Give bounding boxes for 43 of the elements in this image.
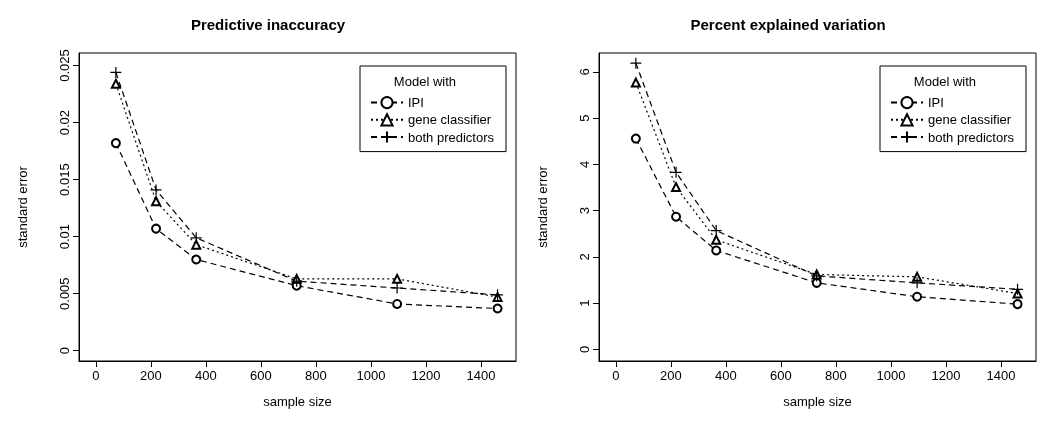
x-tick-label: 1400 <box>466 368 496 383</box>
x-tick-label: 200 <box>659 368 682 383</box>
y-tick-label: 3 <box>577 207 592 215</box>
x-tick-label: 800 <box>305 368 327 383</box>
x-tick-label: 1200 <box>931 368 961 383</box>
y-tick-label: 2 <box>577 253 592 261</box>
y-tick-label: 0.01 <box>57 224 72 250</box>
y-tick-label: 0.025 <box>57 49 72 82</box>
legend-title: Model with <box>913 74 976 89</box>
y-tick-label: 5 <box>577 114 592 122</box>
y-tick-label: 0.02 <box>57 109 72 136</box>
legend-label: gene classifier <box>928 112 1012 128</box>
x-tick-label: 1000 <box>876 368 906 383</box>
y-tick-label: 0.005 <box>57 277 72 310</box>
legend-label: IPI <box>928 95 944 111</box>
x-tick-label: 200 <box>139 368 162 383</box>
x-tick-label: 0 <box>612 368 620 383</box>
x-tick-label: 1400 <box>986 368 1016 383</box>
x-tick-label: 600 <box>250 368 272 383</box>
x-tick-label: 0 <box>92 368 100 383</box>
x-axis-title: sample size <box>263 394 332 409</box>
legend-label: gene classifier <box>408 112 492 128</box>
x-tick-label: 1200 <box>411 368 441 383</box>
chart-title: Predictive inaccuracy <box>190 16 346 33</box>
y-tick-label: 0.015 <box>57 163 72 196</box>
x-tick-label: 400 <box>195 368 217 383</box>
legend-label: both predictors <box>928 129 1015 145</box>
x-axis-title: sample size <box>783 394 852 409</box>
legend-label: both predictors <box>408 129 495 145</box>
y-tick-label: 6 <box>577 68 592 76</box>
x-tick-label: 800 <box>825 368 847 383</box>
x-tick-label: 400 <box>715 368 737 383</box>
y-tick-label: 1 <box>577 299 592 307</box>
y-tick-label: 4 <box>577 160 592 169</box>
y-tick-label: 0 <box>577 345 592 354</box>
legend-label: IPI <box>408 95 424 111</box>
y-tick-label: 0 <box>57 347 72 355</box>
y-axis-title: standard error <box>535 165 550 248</box>
x-tick-label: 1000 <box>356 368 386 383</box>
x-tick-label: 600 <box>770 368 792 383</box>
legend-title: Model with <box>393 74 456 89</box>
y-axis-title: standard error <box>15 165 30 248</box>
chart-title: Percent explained variation <box>690 16 886 33</box>
